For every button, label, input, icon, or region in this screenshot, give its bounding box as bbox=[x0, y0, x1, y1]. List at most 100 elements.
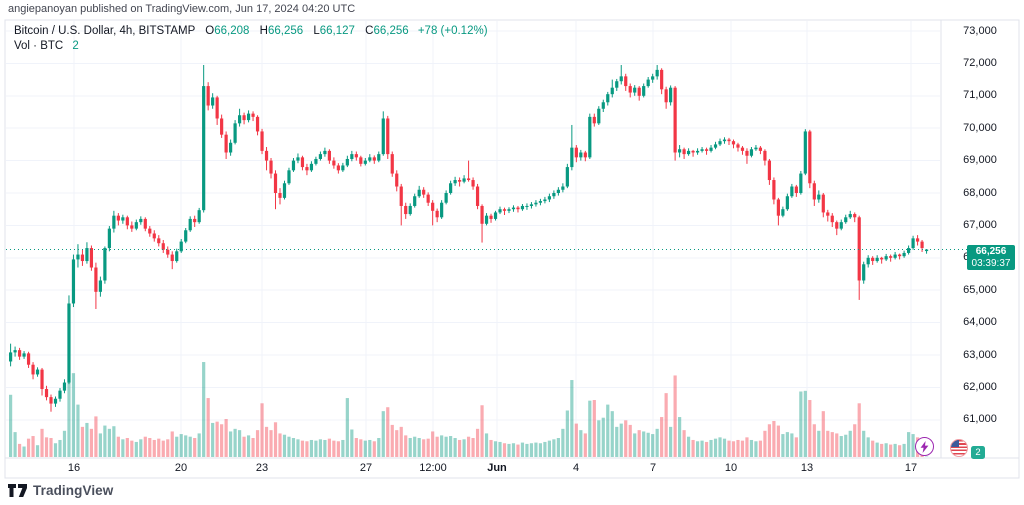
candle bbox=[13, 350, 17, 353]
volume-bar bbox=[754, 441, 758, 457]
volume-bar bbox=[516, 444, 520, 457]
candle bbox=[152, 233, 156, 239]
volume-bar bbox=[826, 430, 830, 457]
volume-bar bbox=[862, 430, 866, 457]
volume-bar bbox=[269, 430, 273, 457]
candle bbox=[597, 108, 601, 124]
candle bbox=[85, 248, 89, 262]
candle bbox=[426, 194, 430, 203]
candle bbox=[651, 76, 655, 80]
candle bbox=[547, 196, 551, 200]
volume-bar bbox=[58, 439, 62, 457]
volume-bar bbox=[511, 443, 516, 457]
candle bbox=[776, 199, 780, 216]
volume-bar bbox=[242, 436, 246, 457]
candle bbox=[740, 147, 745, 151]
candle bbox=[772, 180, 776, 200]
volume-bar bbox=[597, 420, 601, 457]
volume-label[interactable]: Vol · BTC bbox=[14, 40, 64, 52]
boost-lightning-button[interactable] bbox=[915, 437, 934, 456]
volume-bar bbox=[224, 419, 228, 457]
volume-bar bbox=[471, 438, 475, 457]
candle bbox=[803, 131, 807, 174]
candle bbox=[534, 202, 538, 205]
volume-bar bbox=[808, 400, 812, 457]
candle bbox=[143, 218, 147, 229]
candle bbox=[722, 139, 727, 142]
volume-bar bbox=[85, 422, 89, 457]
last-price: 66,256 bbox=[975, 246, 1007, 257]
candle bbox=[588, 116, 592, 158]
candle bbox=[529, 204, 534, 206]
candle bbox=[94, 267, 98, 292]
volume-bar bbox=[570, 380, 574, 457]
time-axis-label: 4 bbox=[572, 462, 580, 474]
volume-bar bbox=[395, 430, 399, 457]
volume-bar bbox=[493, 441, 498, 457]
candle bbox=[336, 165, 340, 171]
candle bbox=[233, 123, 237, 143]
volume-bar bbox=[336, 441, 340, 457]
candle bbox=[390, 154, 394, 174]
candle bbox=[466, 178, 471, 181]
volume-bar bbox=[898, 445, 902, 457]
volume-bar bbox=[588, 400, 592, 457]
candle bbox=[871, 257, 875, 262]
volume-bar bbox=[583, 433, 587, 457]
volume-bar bbox=[386, 407, 390, 457]
candle bbox=[62, 382, 67, 391]
candle bbox=[570, 147, 574, 168]
candle bbox=[624, 76, 628, 87]
notification-count-badge[interactable]: 2 bbox=[971, 446, 985, 459]
candle bbox=[628, 86, 632, 93]
volume-bar bbox=[637, 430, 641, 457]
volume-bar bbox=[633, 433, 637, 457]
volume-bar bbox=[646, 432, 650, 457]
candle bbox=[830, 215, 834, 223]
volume-bar bbox=[848, 430, 852, 457]
candle bbox=[727, 139, 731, 142]
candle bbox=[381, 118, 385, 155]
volume-bar bbox=[22, 446, 26, 457]
candle bbox=[673, 87, 677, 153]
candle bbox=[103, 248, 107, 281]
volume-bar bbox=[817, 430, 821, 457]
candle bbox=[377, 154, 381, 161]
volume-bar bbox=[372, 441, 376, 457]
candle bbox=[453, 180, 457, 184]
volume-bar bbox=[148, 438, 152, 457]
candle bbox=[700, 149, 704, 151]
volume-bar bbox=[682, 430, 686, 457]
candle bbox=[291, 160, 296, 171]
candle bbox=[107, 228, 111, 249]
volume-bar bbox=[731, 441, 736, 457]
volume-bar bbox=[669, 426, 673, 457]
candle bbox=[242, 115, 246, 121]
symbol-title[interactable]: Bitcoin / U.S. Dollar, 4h, BITSTAMP bbox=[14, 25, 196, 37]
volume-bar bbox=[17, 443, 22, 457]
volume-bar bbox=[89, 428, 94, 457]
tradingview-logo[interactable]: TradingView bbox=[8, 483, 113, 498]
candle bbox=[835, 222, 839, 229]
volume-bar bbox=[318, 439, 323, 457]
volume-bar bbox=[440, 435, 444, 457]
volume-bar bbox=[282, 434, 287, 457]
candle bbox=[664, 89, 668, 103]
volume-bar bbox=[179, 434, 183, 457]
candle bbox=[175, 251, 179, 262]
candle bbox=[354, 154, 358, 158]
candle bbox=[574, 147, 578, 158]
us-flag-button[interactable] bbox=[950, 439, 968, 457]
candle bbox=[148, 228, 152, 234]
candle bbox=[462, 178, 466, 182]
volume-bar bbox=[426, 438, 430, 457]
symbol-legend[interactable]: Bitcoin / U.S. Dollar, 4h, BITSTAMP O66,… bbox=[14, 24, 488, 54]
candle bbox=[31, 364, 35, 375]
volume-bar bbox=[534, 442, 538, 457]
candle bbox=[202, 86, 206, 211]
candle bbox=[525, 205, 529, 207]
volume-bar bbox=[332, 440, 336, 457]
volume-bar bbox=[525, 443, 529, 457]
